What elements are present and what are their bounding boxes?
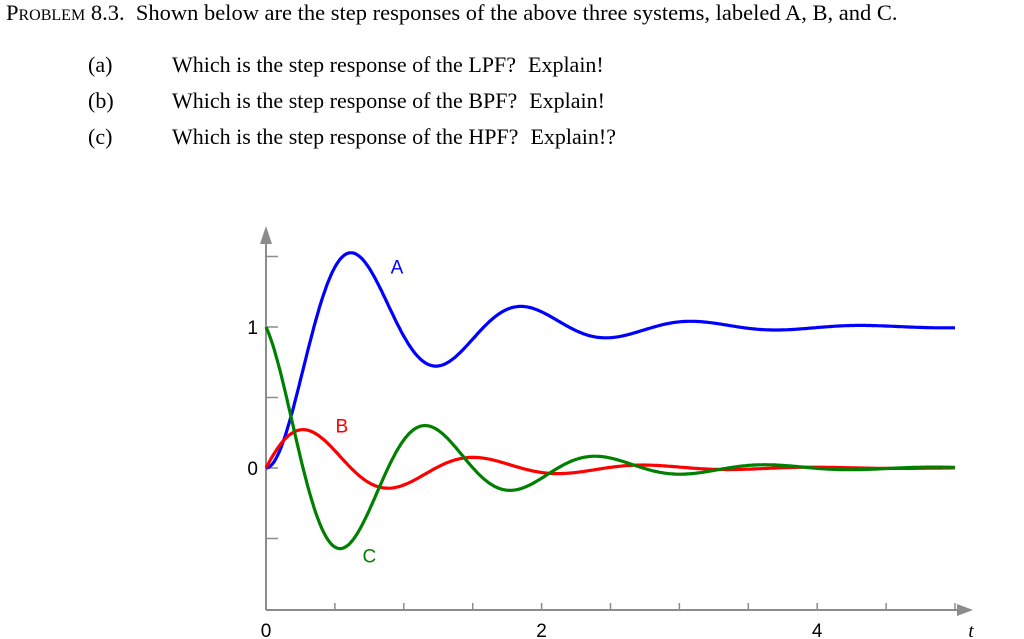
labels: 0 1 0 2 4 t A B C bbox=[247, 257, 974, 639]
x-axis-arrow-icon bbox=[957, 604, 973, 616]
curve-label-a: A bbox=[391, 257, 404, 278]
axes bbox=[260, 226, 973, 616]
problem-text: Shown below are the step responses of th… bbox=[135, 0, 898, 25]
x-tick-label: 0 bbox=[261, 621, 272, 639]
question-letter: (a) bbox=[88, 52, 113, 77]
y-axis-arrow-icon bbox=[260, 226, 272, 244]
x-tick-label: 4 bbox=[812, 621, 823, 639]
curve-label-c: C bbox=[362, 546, 376, 567]
problem-number: 8.3. bbox=[90, 0, 125, 25]
y-tick-label: 1 bbox=[247, 318, 258, 339]
problem-statement: Problem 8.3. Shown below are the step re… bbox=[6, 0, 898, 26]
question-text: Which is the step response of the LPF? bbox=[172, 52, 516, 77]
problem-label: Problem bbox=[6, 0, 86, 25]
question-letter: (b) bbox=[88, 88, 114, 113]
curve-label-b: B bbox=[335, 417, 348, 438]
question-letter: (c) bbox=[88, 124, 113, 149]
x-tick-label: 2 bbox=[536, 621, 547, 639]
curve-a bbox=[265, 251, 956, 470]
y-tick-label: 0 bbox=[247, 459, 258, 480]
question-suffix: Explain! bbox=[529, 88, 605, 113]
x-axis-label: t bbox=[968, 621, 974, 639]
question-suffix: Explain! bbox=[528, 52, 604, 77]
question-text: Which is the step response of the BPF? bbox=[172, 88, 518, 113]
question-text: Which is the step response of the HPF? bbox=[172, 124, 519, 149]
curves bbox=[264, 251, 956, 551]
question-suffix: Explain!? bbox=[530, 124, 616, 149]
curve-c bbox=[264, 326, 956, 551]
